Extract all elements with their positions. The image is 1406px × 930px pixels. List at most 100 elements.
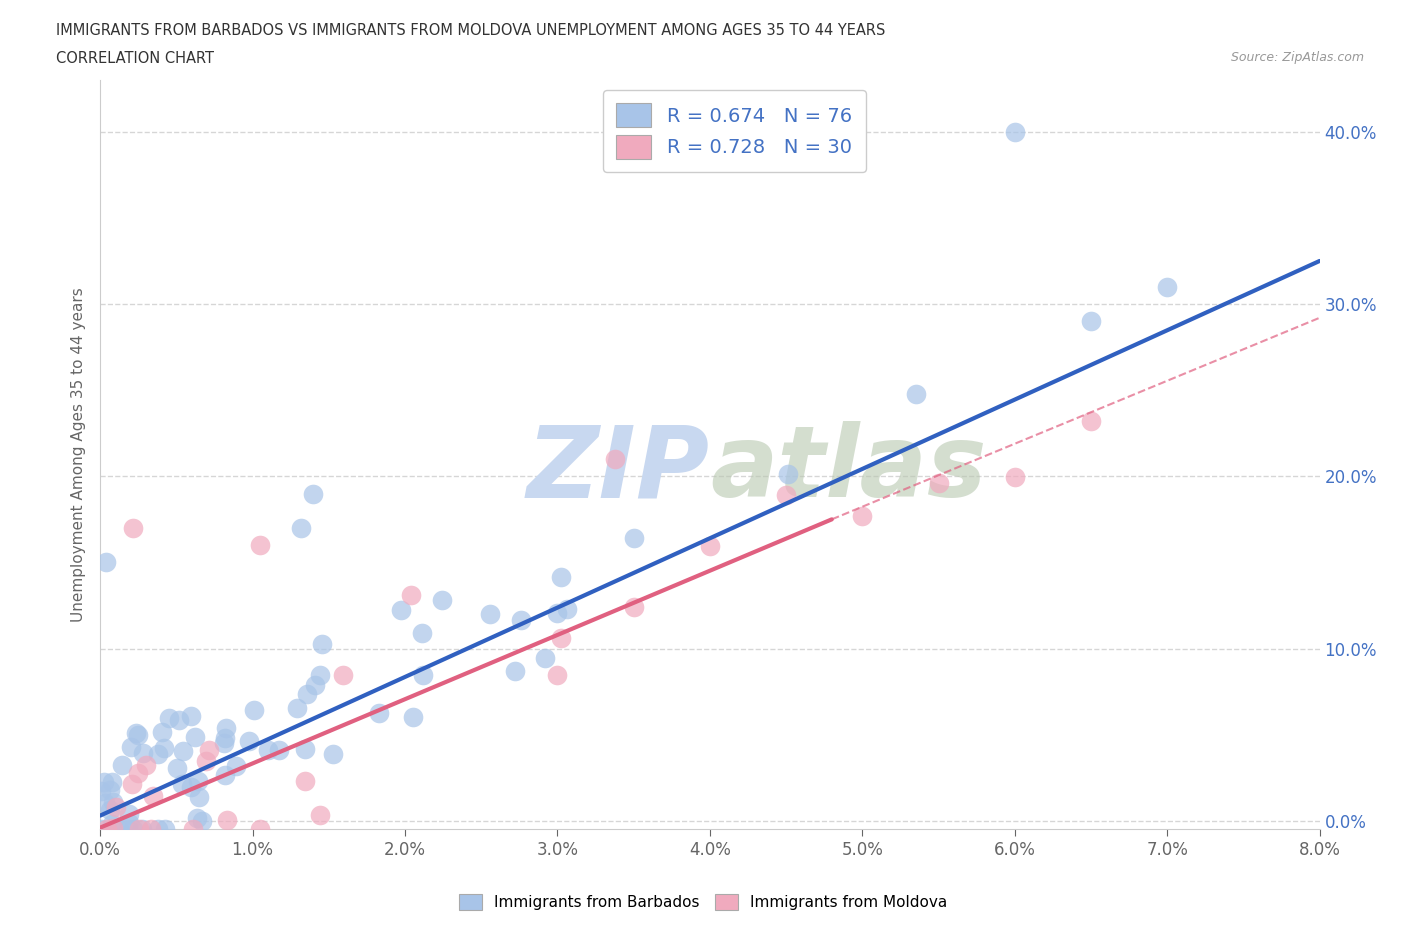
- Point: [269, 743, 291, 758]
- Point: [623, 530, 645, 545]
- Point: [389, 603, 412, 618]
- Point: [142, 789, 165, 804]
- Point: [94, 796, 117, 811]
- Point: [101, 775, 124, 790]
- Point: [311, 636, 333, 651]
- Point: [550, 569, 572, 584]
- Point: [285, 700, 308, 715]
- Point: [546, 605, 568, 620]
- Point: [1080, 414, 1102, 429]
- Point: [603, 452, 626, 467]
- Point: [94, 555, 117, 570]
- Point: [187, 774, 209, 789]
- Point: [905, 387, 928, 402]
- Point: [534, 650, 557, 665]
- Point: [183, 822, 205, 837]
- Point: [170, 776, 193, 790]
- Point: [180, 779, 202, 794]
- Point: [146, 747, 169, 762]
- Point: [121, 777, 143, 791]
- Text: Source: ZipAtlas.com: Source: ZipAtlas.com: [1230, 51, 1364, 64]
- Point: [294, 741, 316, 756]
- Point: [180, 709, 202, 724]
- Point: [191, 814, 214, 829]
- Point: [135, 758, 157, 773]
- Point: [295, 686, 318, 701]
- Point: [550, 631, 572, 645]
- Point: [503, 664, 526, 679]
- Point: [399, 587, 422, 602]
- Legend: Immigrants from Barbados, Immigrants from Moldova: Immigrants from Barbados, Immigrants fro…: [451, 886, 955, 918]
- Text: ZIP: ZIP: [527, 421, 710, 518]
- Point: [225, 759, 247, 774]
- Point: [214, 731, 236, 746]
- Point: [90, 822, 112, 837]
- Point: [368, 706, 391, 721]
- Point: [187, 790, 209, 804]
- Point: [122, 521, 145, 536]
- Point: [93, 775, 115, 790]
- Point: [150, 724, 173, 739]
- Point: [304, 677, 326, 692]
- Point: [1004, 125, 1026, 140]
- Point: [1156, 280, 1178, 295]
- Point: [157, 711, 180, 725]
- Text: atlas: atlas: [710, 421, 987, 518]
- Point: [96, 822, 118, 837]
- Point: [139, 822, 162, 837]
- Point: [101, 816, 124, 830]
- Point: [108, 822, 131, 837]
- Point: [411, 626, 433, 641]
- Point: [242, 702, 264, 717]
- Point: [132, 745, 155, 760]
- Point: [101, 794, 124, 809]
- Point: [509, 613, 531, 628]
- Point: [153, 822, 176, 837]
- Point: [1004, 470, 1026, 485]
- Point: [308, 668, 330, 683]
- Point: [212, 736, 235, 751]
- Legend: R = 0.674   N = 76, R = 0.728   N = 30: R = 0.674 N = 76, R = 0.728 N = 30: [603, 90, 866, 172]
- Point: [294, 774, 316, 789]
- Point: [778, 467, 800, 482]
- Point: [167, 712, 190, 727]
- Point: [249, 822, 271, 837]
- Point: [111, 758, 134, 773]
- Point: [430, 592, 453, 607]
- Point: [308, 807, 330, 822]
- Point: [623, 600, 645, 615]
- Point: [153, 740, 176, 755]
- Point: [198, 742, 221, 757]
- Point: [238, 734, 260, 749]
- Point: [121, 822, 143, 837]
- Point: [117, 822, 139, 837]
- Point: [775, 487, 797, 502]
- Point: [332, 668, 354, 683]
- Point: [124, 725, 146, 740]
- Point: [105, 799, 128, 814]
- Point: [555, 602, 578, 617]
- Text: IMMIGRANTS FROM BARBADOS VS IMMIGRANTS FROM MOLDOVA UNEMPLOYMENT AMONG AGES 35 T: IMMIGRANTS FROM BARBADOS VS IMMIGRANTS F…: [56, 23, 886, 38]
- Point: [256, 743, 278, 758]
- Point: [290, 521, 312, 536]
- Point: [146, 822, 169, 837]
- Point: [215, 721, 238, 736]
- Point: [90, 784, 112, 799]
- Point: [184, 730, 207, 745]
- Point: [128, 822, 150, 837]
- Point: [98, 803, 121, 817]
- Point: [322, 747, 344, 762]
- Point: [402, 710, 425, 724]
- Point: [927, 475, 949, 490]
- Point: [118, 807, 141, 822]
- Point: [1080, 313, 1102, 328]
- Point: [249, 538, 271, 552]
- Point: [127, 765, 149, 780]
- Point: [186, 811, 208, 826]
- Point: [546, 668, 568, 683]
- Point: [166, 761, 188, 776]
- Point: [131, 822, 153, 837]
- Point: [194, 754, 217, 769]
- Point: [215, 813, 238, 828]
- Point: [699, 538, 721, 553]
